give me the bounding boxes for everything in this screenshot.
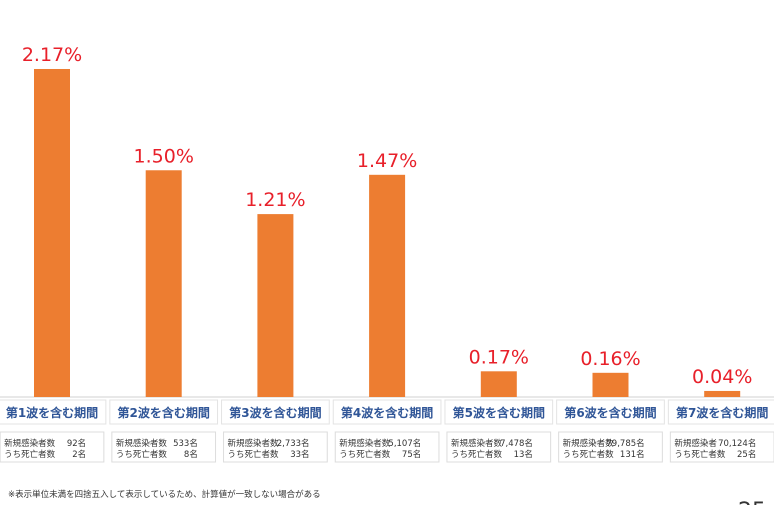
cases: 2,733名 (277, 438, 310, 449)
cases: 79,785名 (606, 438, 644, 449)
category-label: 第4波を含む期間 (341, 405, 433, 420)
note-box (0, 431, 105, 463)
deaths: 131名 (620, 449, 645, 460)
bar (592, 372, 629, 397)
category-box (667, 399, 774, 425)
value-label: 1.47% (357, 150, 417, 172)
bar (369, 174, 406, 397)
deaths-label: うち死亡者数 (339, 449, 391, 460)
cases: 533名 (173, 438, 198, 449)
deaths-label: うち死亡者数 (228, 449, 280, 460)
cases-label: 新規感染者数 (228, 438, 280, 449)
bar (34, 68, 70, 397)
deaths: 75名 (402, 449, 421, 460)
value-label: 0.04% (692, 366, 752, 388)
category-label: 第3波を含む期間 (229, 405, 321, 420)
category-label: 第6波を含む期間 (564, 405, 656, 420)
deaths-label: うち死亡者数 (451, 449, 503, 460)
note-box (111, 431, 217, 463)
cases: 5,107名 (388, 438, 421, 449)
deaths: 2名 (72, 449, 86, 460)
category-label: 第1波を含む期間 (6, 405, 98, 420)
bar (704, 390, 741, 397)
deaths-label: うち死亡者数 (116, 449, 168, 460)
deaths-label: うち死亡者数 (563, 449, 615, 460)
value-label: 0.16% (580, 348, 640, 370)
deaths: 13名 (514, 449, 533, 460)
cases-label: 新規感染者 (674, 438, 717, 449)
cases-label: 新規感染者数 (451, 438, 503, 449)
deaths: 8名 (184, 449, 198, 460)
category-box (221, 399, 330, 425)
category-label: 第5波を含む期間 (453, 405, 545, 420)
cases: 70,124名 (718, 438, 756, 449)
note-box (446, 431, 552, 463)
deaths: 25名 (737, 449, 756, 460)
category-box (0, 399, 107, 425)
note-box (669, 431, 774, 463)
cases-label: 新規感染者数 (563, 438, 615, 449)
category-label: 第2波を含む期間 (118, 405, 210, 420)
deaths-label: うち死亡者数 (674, 449, 726, 460)
category-box (109, 399, 219, 425)
note-box (558, 431, 663, 463)
note-box (334, 431, 440, 463)
footnote: ※表示単位未満を四捨五入して表示しているため、計算値が一致しない場合がある (8, 489, 321, 500)
category-box (444, 399, 554, 425)
deaths-label: うち死亡者数 (4, 449, 56, 460)
category-label: 第7波を含む期間 (676, 405, 768, 420)
deaths: 33名 (290, 449, 309, 460)
category-box (332, 399, 442, 425)
value-label: 1.21% (245, 189, 305, 211)
category-box (556, 399, 665, 425)
bar (257, 214, 294, 397)
bar (480, 371, 517, 397)
page-number: 25 (738, 499, 766, 505)
cases: 92名 (67, 438, 86, 449)
cases-label: 新規感染者数 (339, 438, 391, 449)
cases: 7,478名 (500, 438, 533, 449)
cases-label: 新規感染者数 (4, 438, 56, 449)
cases-label: 新規感染者数 (116, 438, 168, 449)
value-label: 1.50% (134, 145, 194, 167)
value-label: 0.17% (469, 346, 529, 368)
bar (145, 170, 182, 397)
note-box (223, 431, 328, 463)
value-label: 2.17% (22, 44, 82, 66)
